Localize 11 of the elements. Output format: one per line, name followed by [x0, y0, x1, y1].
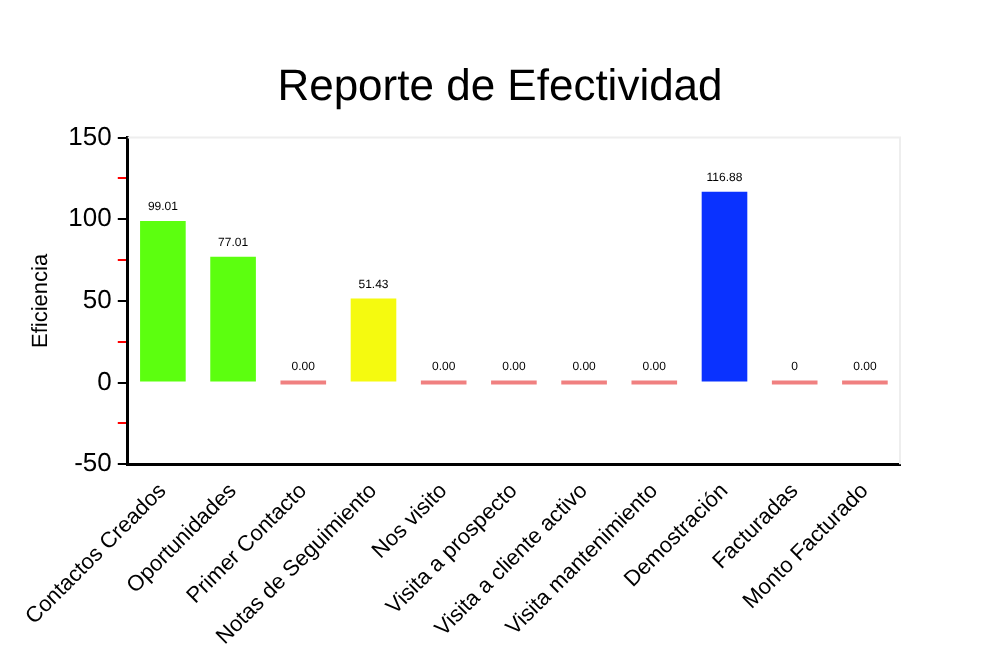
y-axis-title: Eficiencia: [29, 252, 54, 349]
bar: [140, 220, 186, 382]
bar: [701, 191, 748, 382]
y-tick-label: -50: [74, 447, 112, 478]
bar: [350, 298, 397, 382]
bar: [210, 256, 256, 382]
y-tick-label: 150: [68, 120, 112, 151]
y-tick-label: 100: [68, 202, 112, 233]
chart-title: Reporte de Efectividad: [275, 60, 725, 114]
y-tick-label: 0: [97, 365, 112, 396]
y-tick-label: 50: [82, 284, 112, 315]
